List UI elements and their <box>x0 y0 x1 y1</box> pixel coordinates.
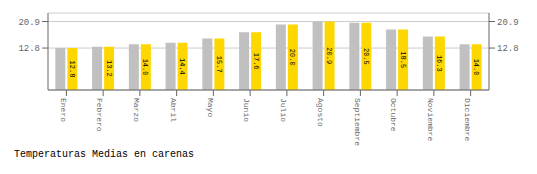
svg-text:15.7: 15.7 <box>215 56 223 73</box>
svg-text:18.5: 18.5 <box>399 51 407 68</box>
svg-text:14.4: 14.4 <box>178 58 186 75</box>
svg-text:20.9: 20.9 <box>325 47 333 64</box>
svg-text:20.5: 20.5 <box>362 48 370 65</box>
svg-text:Mayo: Mayo <box>206 98 215 117</box>
svg-text:Agosto: Agosto <box>316 98 325 127</box>
svg-text:14.0: 14.0 <box>472 59 480 76</box>
svg-text:14.0: 14.0 <box>141 59 149 76</box>
svg-text:Junio: Junio <box>242 98 251 122</box>
svg-text:Noviembre: Noviembre <box>426 98 435 141</box>
svg-text:Abril: Abril <box>169 98 178 122</box>
html-text:Temperaturas Medias en carenas: Temperaturas Medias en carenas <box>14 149 194 160</box>
svg-text:Diciembre: Diciembre <box>463 98 472 141</box>
svg-text:12.8: 12.8 <box>68 61 76 78</box>
svg-text:Enero: Enero <box>59 98 68 122</box>
svg-text:17.6: 17.6 <box>252 53 260 70</box>
svg-text:Octubre: Octubre <box>389 98 398 132</box>
svg-text:Septiembre: Septiembre <box>353 98 362 146</box>
svg-text:12.8: 12.8 <box>18 44 40 54</box>
svg-text:Julio: Julio <box>279 98 288 122</box>
svg-text:20.9: 20.9 <box>18 18 40 28</box>
svg-text:Febrero: Febrero <box>95 98 104 132</box>
svg-text:Marzo: Marzo <box>132 98 141 122</box>
svg-text:20.0: 20.0 <box>288 49 296 66</box>
svg-text:12.8: 12.8 <box>497 44 519 54</box>
svg-text:20.9: 20.9 <box>497 18 519 28</box>
svg-text:13.2: 13.2 <box>105 60 113 77</box>
svg-text:16.3: 16.3 <box>435 55 443 72</box>
